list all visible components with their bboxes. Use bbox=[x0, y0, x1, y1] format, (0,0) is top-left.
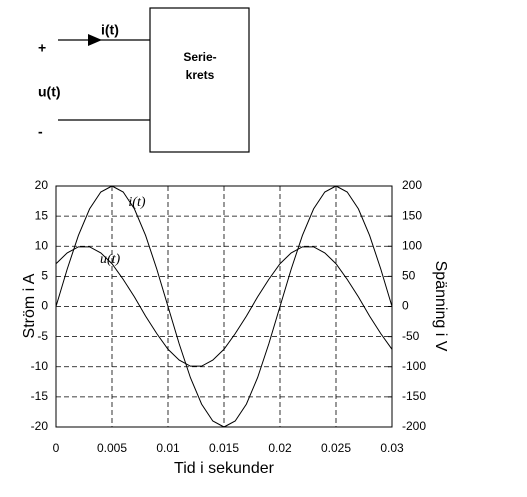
plus-label: + bbox=[38, 40, 46, 56]
x-tick-label: 0 bbox=[53, 441, 60, 455]
y2-tick-label: -200 bbox=[402, 419, 426, 433]
y2-tick-label: 100 bbox=[402, 238, 422, 252]
series-label: u(t) bbox=[100, 252, 121, 267]
current-arrow bbox=[88, 34, 102, 46]
y-tick-label: 20 bbox=[35, 178, 49, 192]
y-tick-label: -20 bbox=[31, 419, 49, 433]
voltage-label: u(t) bbox=[38, 84, 61, 100]
y2-axis-label: Spänning i V bbox=[432, 261, 449, 352]
y-tick-label: -15 bbox=[31, 389, 49, 403]
current-label: i(t) bbox=[101, 22, 119, 38]
y2-tick-label: -100 bbox=[402, 359, 426, 373]
series-line bbox=[55, 246, 393, 367]
y2-tick-label: 150 bbox=[402, 208, 422, 222]
y2-tick-label: -150 bbox=[402, 389, 426, 403]
y2-tick-label: 0 bbox=[402, 299, 409, 313]
box-label: Serie- bbox=[183, 50, 216, 64]
y2-tick-label: -50 bbox=[402, 329, 420, 343]
x-tick-label: 0.025 bbox=[321, 441, 351, 455]
series-label: i(t) bbox=[128, 195, 145, 210]
y-tick-label: -5 bbox=[37, 329, 48, 343]
y2-tick-label: 200 bbox=[402, 178, 422, 192]
x-tick-label: 0.015 bbox=[209, 441, 239, 455]
minus-label: - bbox=[38, 124, 43, 140]
y2-tick-label: 50 bbox=[402, 269, 416, 283]
series-circuit-box bbox=[149, 7, 250, 153]
box-label: krets bbox=[186, 68, 215, 82]
y-tick-label: 0 bbox=[41, 299, 48, 313]
x-axis-label: Tid i sekunder bbox=[174, 460, 275, 477]
y-tick-label: -10 bbox=[31, 359, 49, 373]
x-tick-label: 0.005 bbox=[97, 441, 127, 455]
y-axis-label: Ström i A bbox=[21, 273, 38, 338]
x-tick-label: 0.03 bbox=[380, 441, 404, 455]
x-tick-label: 0.01 bbox=[156, 441, 180, 455]
series-line bbox=[55, 185, 393, 428]
y-tick-label: 10 bbox=[35, 238, 49, 252]
y-tick-label: 15 bbox=[35, 208, 49, 222]
circuit-diagram: i(t) + u(t) - Serie- krets bbox=[38, 7, 250, 153]
y-tick-label: 5 bbox=[41, 269, 48, 283]
x-tick-label: 0.02 bbox=[268, 441, 292, 455]
